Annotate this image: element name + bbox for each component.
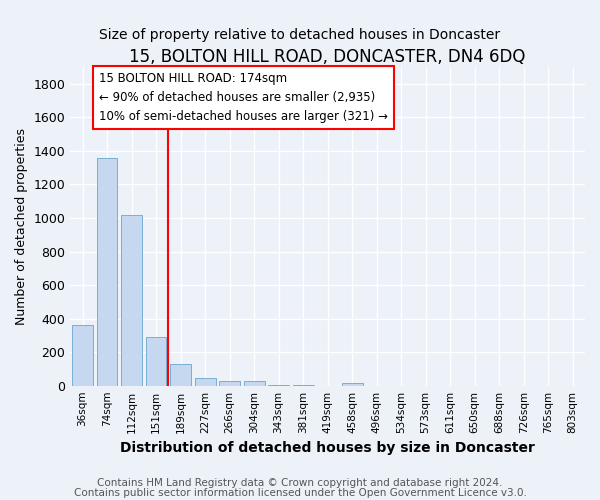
Bar [170,364,191,386]
Bar [244,380,265,386]
Bar [97,158,118,386]
Bar [219,380,240,386]
Title: 15, BOLTON HILL ROAD, DONCASTER, DN4 6DQ: 15, BOLTON HILL ROAD, DONCASTER, DN4 6DQ [130,48,526,66]
Bar [342,383,362,386]
Bar [268,385,289,386]
Y-axis label: Number of detached properties: Number of detached properties [15,128,28,325]
Bar [293,385,314,386]
X-axis label: Distribution of detached houses by size in Doncaster: Distribution of detached houses by size … [120,441,535,455]
Bar [121,214,142,386]
Text: Contains public sector information licensed under the Open Government Licence v3: Contains public sector information licen… [74,488,526,498]
Bar [72,326,93,386]
Text: Contains HM Land Registry data © Crown copyright and database right 2024.: Contains HM Land Registry data © Crown c… [97,478,503,488]
Bar [194,378,215,386]
Text: 15 BOLTON HILL ROAD: 174sqm
← 90% of detached houses are smaller (2,935)
10% of : 15 BOLTON HILL ROAD: 174sqm ← 90% of det… [98,72,388,123]
Bar [146,337,166,386]
Text: Size of property relative to detached houses in Doncaster: Size of property relative to detached ho… [100,28,500,42]
